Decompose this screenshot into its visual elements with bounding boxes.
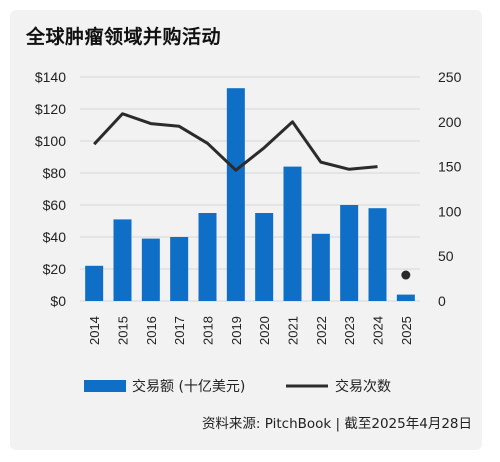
bars [85,88,415,301]
legend: 交易额 (十亿美元) 交易次数 [84,378,391,395]
bar-2016 [141,238,160,301]
left-tick-label: $20 [43,261,67,277]
right-tick-label: 50 [438,248,454,264]
deal-count-line [93,112,378,172]
left-tick-label: $60 [43,197,67,213]
x-tick-label: 2015 [116,316,131,345]
bar-2019 [226,88,245,301]
bar-2022 [311,233,330,301]
line-series [93,112,411,280]
source-note: 资料来源: PitchBook | 截至2025年4月28日 [201,416,472,432]
chart-title: 全球肿瘤领域并购活动 [26,26,222,48]
bar-2018 [198,213,217,301]
left-tick-label: $120 [35,101,66,117]
bar-2025 [396,294,415,301]
legend-bar-swatch [84,380,126,392]
x-tick-label: 2024 [371,316,386,345]
x-tick-label: 2019 [229,316,244,345]
x-tick-label: 2021 [286,316,301,345]
x-tick-label: 2014 [87,316,102,345]
left-tick-label: $140 [35,69,66,85]
deal-count-point-2025 [401,270,411,280]
x-tick-label: 2016 [144,316,159,345]
right-tick-label: 100 [438,203,462,219]
x-axis-ticks: 2014 2015 2016 2017 2018 2019 2020 2021 2022 2023… [87,316,414,345]
x-tick-label: 2022 [314,316,329,345]
right-tick-label: 200 [438,114,462,130]
bar-2023 [340,205,359,301]
bar-2024 [368,208,387,301]
left-tick-label: $40 [43,229,67,245]
left-tick-label: $0 [50,293,66,309]
bar-2020 [255,213,274,301]
left-axis-ticks: $0 $20 $40 $60 $80 $100 $120 $140 [35,69,66,309]
legend-line-label: 交易次数 [335,378,391,395]
x-tick-label: 2018 [201,316,216,345]
x-tick-label: 2023 [342,316,357,345]
legend-bar-label: 交易额 (十亿美元) [132,378,245,395]
x-tick-label: 2025 [399,316,414,345]
bar-2014 [85,265,104,301]
chart-card [10,10,482,450]
x-tick-label: 2017 [172,316,187,345]
bar-2021 [283,166,302,301]
grid-lines [80,76,420,302]
right-tick-label: 0 [438,293,446,309]
right-tick-label: 150 [438,159,462,175]
right-axis-ticks: 0 50 100 150 200 250 [438,69,462,309]
left-tick-label: $100 [35,133,66,149]
bar-2017 [170,237,189,301]
right-tick-label: 250 [438,69,462,85]
bar-2015 [113,219,132,301]
left-tick-label: $80 [43,165,67,181]
x-tick-label: 2020 [257,316,272,345]
